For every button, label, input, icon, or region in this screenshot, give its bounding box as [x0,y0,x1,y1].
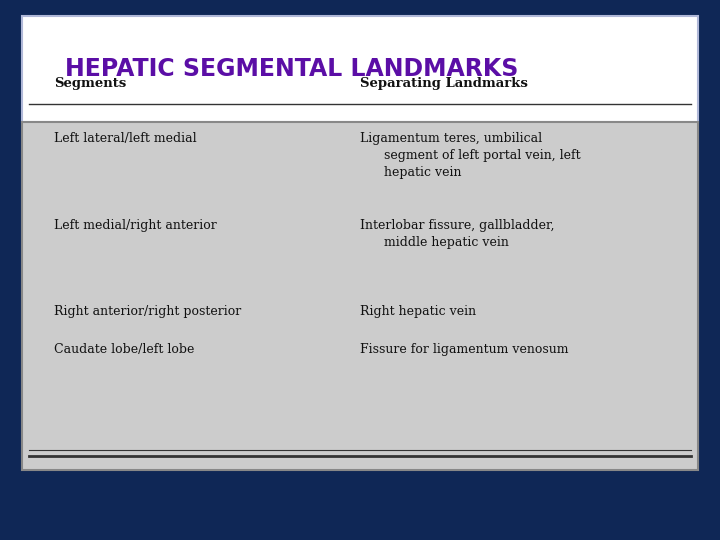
FancyBboxPatch shape [22,122,698,470]
Text: Fissure for ligamentum venosum: Fissure for ligamentum venosum [360,343,569,356]
Text: Segments: Segments [54,77,126,90]
Text: Interlobar fissure, gallbladder,
      middle hepatic vein: Interlobar fissure, gallbladder, middle … [360,219,554,249]
Text: Left lateral/left medial: Left lateral/left medial [54,132,197,145]
Text: Right hepatic vein: Right hepatic vein [360,305,476,318]
Text: Right anterior/right posterior: Right anterior/right posterior [54,305,241,318]
Text: Separating Landmarks: Separating Landmarks [360,77,528,90]
Text: Caudate lobe/left lobe: Caudate lobe/left lobe [54,343,194,356]
FancyBboxPatch shape [22,16,698,122]
Text: HEPATIC SEGMENTAL LANDMARKS: HEPATIC SEGMENTAL LANDMARKS [65,57,518,81]
Text: Left medial/right anterior: Left medial/right anterior [54,219,217,232]
Text: Ligamentum teres, umbilical
      segment of left portal vein, left
      hepati: Ligamentum teres, umbilical segment of l… [360,132,580,179]
